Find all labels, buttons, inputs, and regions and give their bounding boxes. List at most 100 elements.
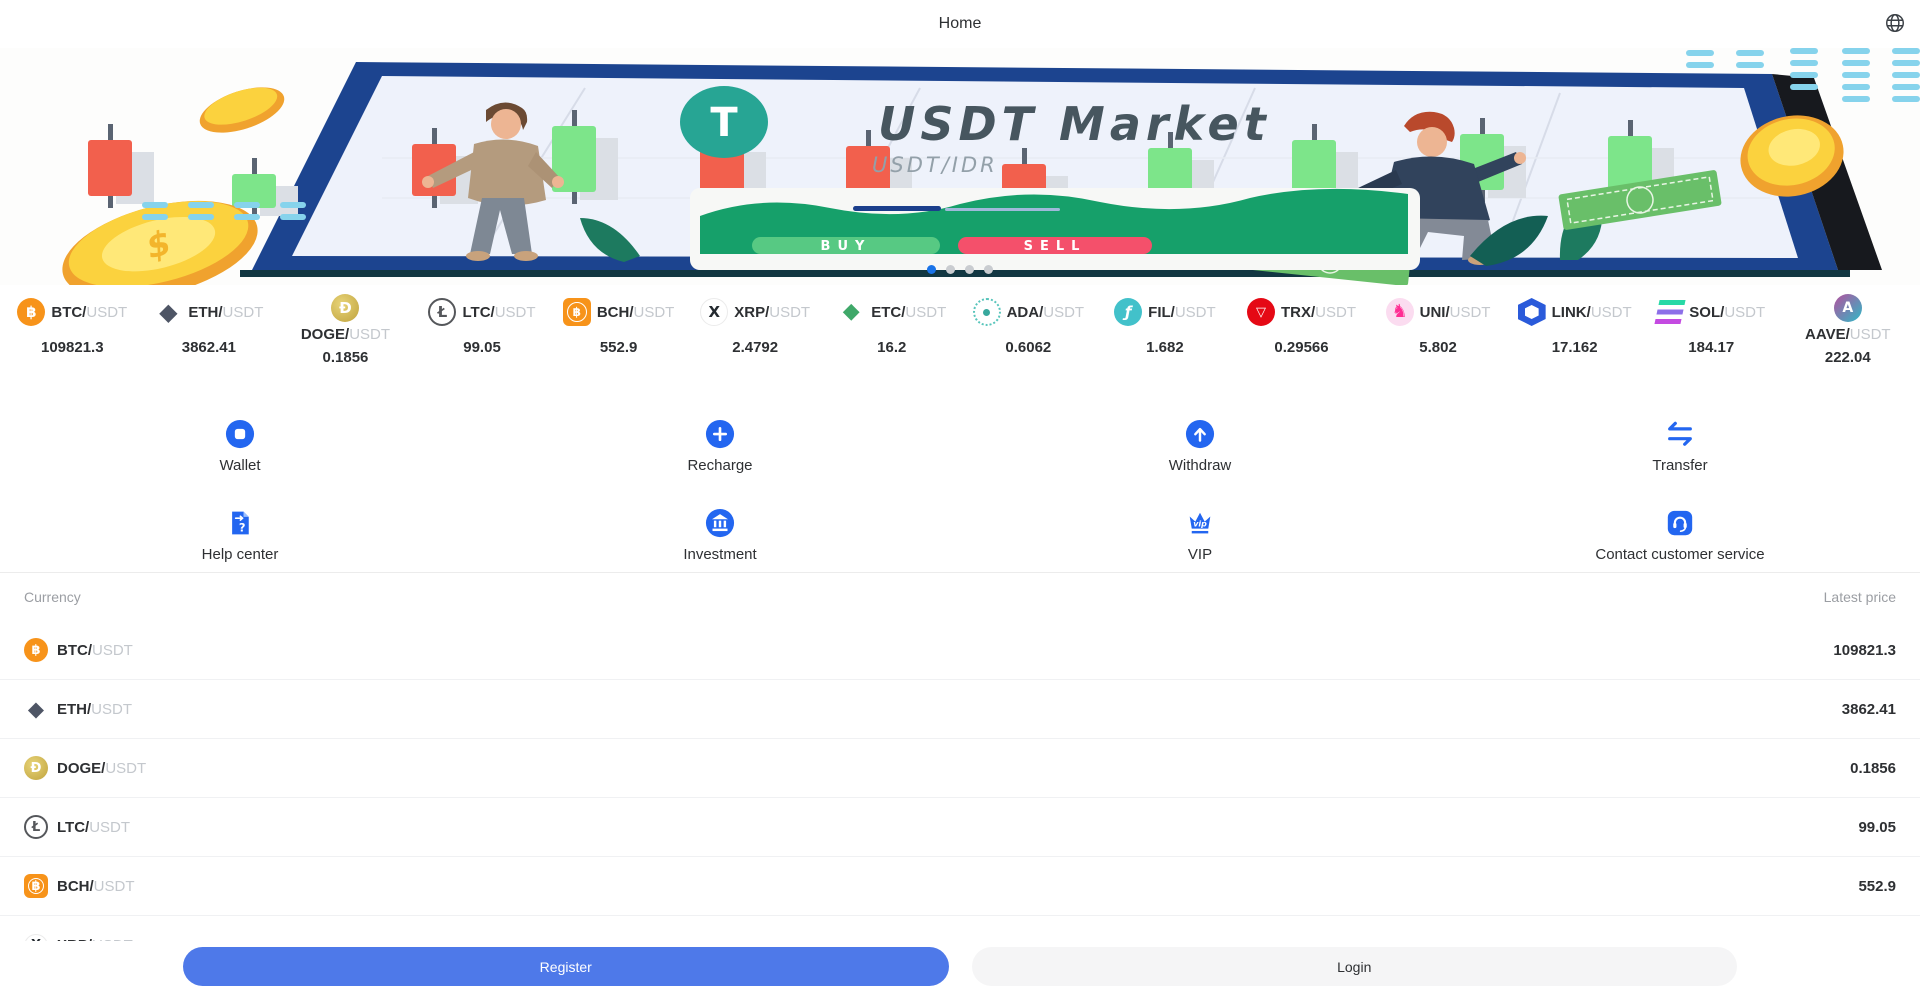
language-globe-icon[interactable] [1884, 12, 1906, 34]
trx-coin-icon: ▽ [1246, 298, 1275, 326]
ticker-price: 17.162 [1551, 339, 1598, 356]
action-label: Recharge [687, 457, 753, 474]
action-label: Withdraw [1168, 457, 1232, 474]
row-latest-price: 3862.41 [1841, 700, 1896, 718]
market-table: Currency Latest price ฿ BTC/USDT 109821.… [0, 572, 1920, 975]
ticker-strip: ฿ BTC/USDT 109821.3 ◆ ETH/USDT 3862.41 Đ… [0, 285, 1920, 400]
carousel-dot-3[interactable] [965, 265, 974, 274]
pair-label: DOGE/USDT [300, 326, 391, 343]
bch-coin-icon: ฿ [562, 298, 591, 326]
transfer-swap-icon [1664, 418, 1696, 450]
gold-coins: $ [62, 87, 1844, 285]
action-vip[interactable]: vip VIP [960, 507, 1440, 572]
eth-coin-icon: ◆ [27, 696, 45, 721]
login-button[interactable]: Login [971, 947, 1737, 986]
page-title: Home [938, 15, 982, 32]
sell-button-label: SELL [1024, 239, 1087, 254]
decor-dashes [142, 48, 1920, 220]
carousel-dot-1[interactable] [927, 265, 936, 274]
carousel-dots [927, 265, 993, 274]
banner-subtitle: USDT/IDR [872, 153, 998, 177]
pair-label: LTC/USDT [57, 818, 131, 836]
ticker-item-eth[interactable]: ◆ ETH/USDT 3862.41 [141, 294, 278, 400]
pair-label: AAVE/USDT [1805, 326, 1891, 343]
ticker-item-btc[interactable]: ฿ BTC/USDT 109821.3 [4, 294, 141, 400]
banner-title: USDT Market [878, 97, 1271, 151]
table-row-ltc[interactable]: Ł LTC/USDT 99.05 [0, 798, 1920, 857]
pair-label: DOGE/USDT [57, 759, 147, 777]
ticker-price: 184.17 [1688, 339, 1735, 356]
action-label: Contact customer service [1595, 546, 1765, 563]
promo-banner[interactable]: T USDT Market USDT/IDR [0, 48, 1920, 285]
ticker-item-sol[interactable]: SOL/USDT 184.17 [1643, 294, 1780, 400]
action-withdraw[interactable]: Withdraw [960, 418, 1440, 483]
ticker-item-xrp[interactable]: X XRP/USDT 2.4792 [687, 294, 824, 400]
pair-label: ADA/USDT [1006, 303, 1085, 321]
fil-coin-icon: ƒ [1114, 298, 1143, 326]
aave-coin-icon: A [1833, 294, 1862, 322]
action-contact-customer-service[interactable]: Contact customer service [1440, 507, 1920, 572]
ticker-item-ltc[interactable]: Ł LTC/USDT 99.05 [414, 294, 551, 400]
pair-label: LINK/USDT [1551, 303, 1632, 321]
etc-coin-icon: ◆ [842, 299, 860, 324]
ticker-price: 0.6062 [1005, 339, 1052, 356]
row-latest-price: 552.9 [1858, 877, 1896, 895]
ticker-item-etc[interactable]: ◆ ETC/USDT 16.2 [823, 294, 960, 400]
row-latest-price: 0.1856 [1850, 759, 1896, 777]
action-label: Wallet [219, 457, 261, 474]
ticker-price: 222.04 [1824, 349, 1871, 366]
ticker-item-ada[interactable]: ADA/USDT 0.6062 [960, 294, 1097, 400]
ticker-item-aave[interactable]: A AAVE/USDT 222.04 [1780, 294, 1917, 400]
eth-coin-icon: ◆ [159, 298, 178, 326]
ltc-coin-icon: Ł [428, 298, 457, 326]
pair-label: ETC/USDT [871, 303, 947, 321]
uni-coin-icon: ♞ [1385, 298, 1414, 326]
pair-label: ETH/USDT [188, 303, 264, 321]
action-recharge[interactable]: Recharge [480, 418, 960, 483]
svg-text:vip: vip [1193, 519, 1207, 528]
action-transfer[interactable]: Transfer [1440, 418, 1920, 483]
pair-label: BTC/USDT [51, 303, 128, 321]
action-label: VIP [1187, 546, 1213, 563]
ticker-item-trx[interactable]: ▽ TRX/USDT 0.29566 [1233, 294, 1370, 400]
register-button[interactable]: Register [183, 947, 949, 986]
help-document-icon: ? [226, 507, 254, 539]
xrp-coin-icon: X [700, 298, 729, 326]
pair-label: BCH/USDT [596, 303, 675, 321]
table-header: Currency Latest price [0, 573, 1920, 621]
bch-coin-icon: ฿ [24, 874, 48, 898]
pair-label: SOL/USDT [1689, 303, 1766, 321]
ticker-item-fil[interactable]: ƒ FIL/USDT 1.682 [1097, 294, 1234, 400]
action-help-center[interactable]: ? Help center [0, 507, 480, 572]
table-row-bch[interactable]: ฿ BCH/USDT 552.9 [0, 857, 1920, 916]
table-row-eth[interactable]: ◆ ETH/USDT 3862.41 [0, 680, 1920, 739]
pair-label: UNI/USDT [1419, 303, 1491, 321]
ticker-item-bch[interactable]: ฿ BCH/USDT 552.9 [550, 294, 687, 400]
ticker-item-doge[interactable]: Đ DOGE/USDT 0.1856 [277, 294, 414, 400]
app-header: Home [0, 0, 1920, 48]
row-latest-price: 99.05 [1858, 818, 1896, 836]
auth-bar: Register Login [0, 941, 1920, 993]
row-latest-price: 109821.3 [1833, 641, 1896, 659]
doge-coin-icon: Đ [24, 756, 48, 780]
svg-text:T: T [710, 100, 738, 146]
column-latest-price: Latest price [1823, 589, 1896, 605]
table-row-doge[interactable]: Đ DOGE/USDT 0.1856 [0, 739, 1920, 798]
ticker-price: 2.4792 [732, 339, 779, 356]
wallet-icon [225, 418, 255, 450]
ticker-price: 5.802 [1419, 339, 1457, 356]
action-investment[interactable]: Investment [480, 507, 960, 572]
ticker-item-uni[interactable]: ♞ UNI/USDT 5.802 [1370, 294, 1507, 400]
banner-illustration: T USDT Market USDT/IDR [0, 48, 1920, 285]
pair-label: BCH/USDT [57, 877, 135, 895]
sol-coin-icon [1654, 300, 1686, 324]
left-person-illustration [422, 102, 564, 261]
carousel-dot-4[interactable] [984, 265, 993, 274]
btc-coin-icon: ฿ [24, 638, 48, 662]
table-row-btc[interactable]: ฿ BTC/USDT 109821.3 [0, 621, 1920, 680]
carousel-dot-2[interactable] [946, 265, 955, 274]
buy-button-label: BUY [821, 239, 872, 254]
ticker-item-link[interactable]: LINK/USDT 17.162 [1506, 294, 1643, 400]
doge-coin-icon: Đ [331, 294, 360, 322]
action-wallet[interactable]: Wallet [0, 418, 480, 483]
